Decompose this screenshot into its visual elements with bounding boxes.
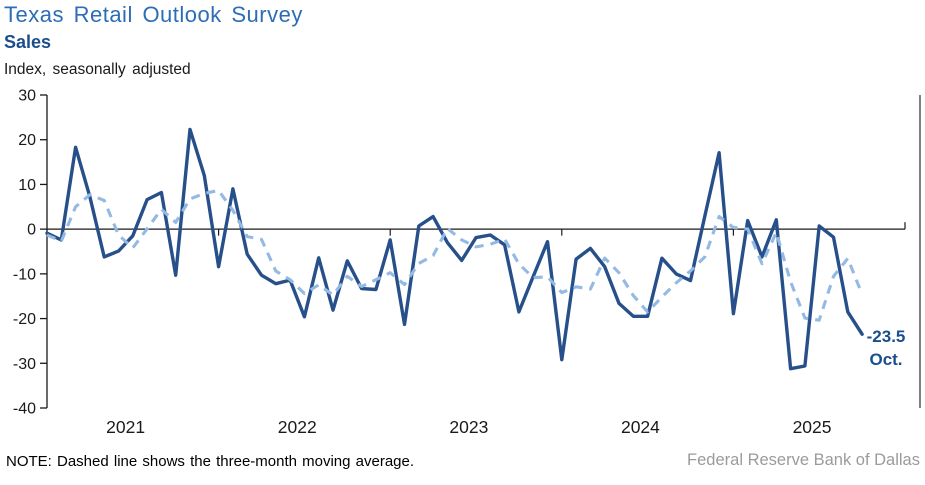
chart-subtitle: Sales — [4, 32, 52, 52]
y-tick-label: 20 — [18, 132, 36, 149]
x-year-label: 2022 — [278, 417, 317, 437]
y-tick-label: -40 — [13, 401, 36, 418]
chart-note: NOTE: Dashed line shows the three-month … — [6, 453, 415, 470]
moving-average-line — [46, 188, 864, 322]
last-value-number: -23.5 — [866, 327, 906, 346]
y-tick-label: 10 — [18, 177, 36, 194]
last-value-annotation: -23.5 Oct. — [857, 325, 915, 371]
sales-index-line — [45, 127, 864, 371]
x-year-label: 2024 — [621, 417, 660, 437]
x-year-label: 2025 — [793, 417, 832, 437]
y-tick-label: 0 — [27, 222, 36, 239]
y-axis-units-label: Index, seasonally adjusted — [4, 61, 191, 78]
source-credit: Federal Reserve Bank of Dallas — [687, 451, 920, 469]
last-value-month: Oct. — [869, 350, 903, 369]
page-title: Texas Retail Outlook Survey — [4, 2, 303, 27]
y-tick-label: 30 — [18, 88, 36, 105]
x-year-label: 2023 — [449, 417, 488, 437]
y-tick-label: -30 — [13, 356, 36, 373]
y-tick-label: -20 — [13, 311, 36, 328]
x-year-label: 2021 — [106, 417, 145, 437]
y-tick-label: -10 — [13, 266, 36, 283]
